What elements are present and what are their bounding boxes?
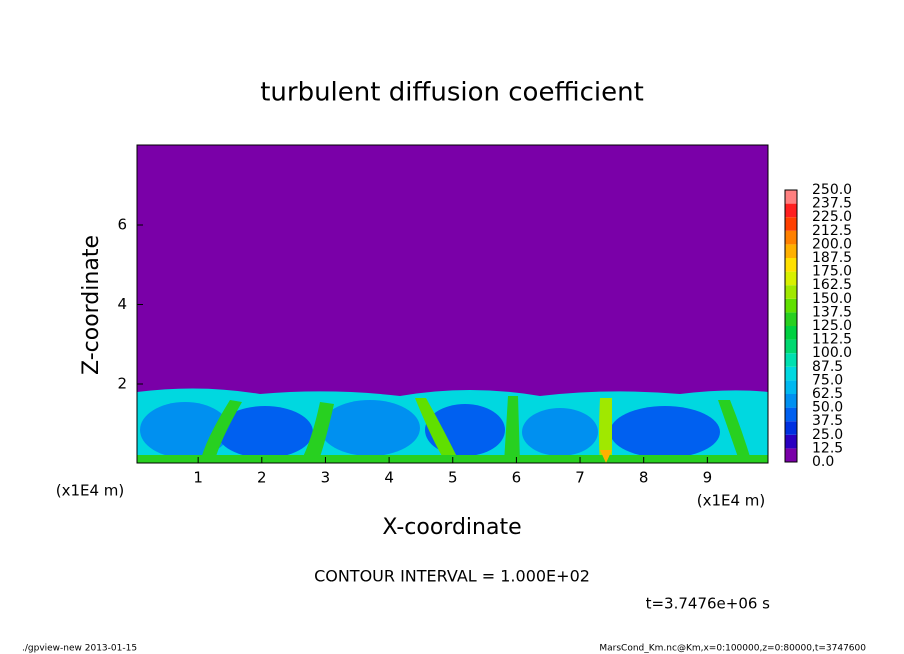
field-cell (217, 406, 313, 458)
colorbar-segment (785, 271, 797, 286)
colorbar-segment (785, 421, 797, 435)
y-tick-label: 2 (117, 375, 127, 393)
colorbar-label: 75.0 (812, 372, 843, 388)
colorbar-frame (784, 189, 798, 463)
colorbar-label: 87.5 (812, 359, 843, 375)
field-layer (137, 388, 768, 463)
colorbar-segment (785, 312, 797, 326)
colorbar-segment (785, 217, 797, 231)
colorbar-label: 237.5 (812, 196, 852, 212)
field-cell (522, 408, 598, 456)
field-plume (200, 400, 242, 463)
colorbar-segment (785, 230, 797, 245)
footer-right: MarsCond_Km.nc@Km,x=0:100000,z=0:80000,t… (599, 644, 866, 654)
field-cell (320, 400, 420, 456)
colorbar-label: 62.5 (812, 386, 843, 402)
colorbar-label: 150.0 (812, 291, 852, 307)
colorbar-segment (785, 394, 797, 408)
x-tick-label: 8 (639, 469, 649, 487)
colorbar-segment (785, 380, 797, 394)
x-tick-label: 2 (257, 469, 267, 487)
colorbar-label: 212.5 (812, 223, 852, 239)
colorbar-segment (785, 407, 797, 422)
colorbar-segment (785, 339, 797, 354)
x-unit-label-right: (x1E4 m) (697, 492, 766, 510)
time-label: t=3.7476e+06 s (646, 595, 771, 613)
y-tick-label: 4 (117, 295, 127, 313)
x-axis-label: X-coordinate (382, 515, 521, 540)
x-tick-label: 6 (512, 469, 522, 487)
colorbar-label: 137.5 (812, 304, 852, 320)
x-tick-label: 9 (703, 469, 713, 487)
colorbar-segment (785, 244, 797, 258)
field-plume (599, 398, 612, 463)
x-unit-label: (x1E4 m) (56, 482, 125, 500)
footer-left: ./gpview-new 2013-01-15 (22, 644, 137, 654)
field-plume (504, 396, 520, 463)
colorbar-label: 112.5 (812, 332, 852, 348)
colorbar-label: 225.0 (812, 209, 852, 225)
colorbar-label: 50.0 (812, 400, 843, 416)
colorbar-segment (785, 326, 797, 340)
x-tick-label: 5 (448, 469, 458, 487)
colorbar-label: 37.5 (812, 413, 843, 429)
colorbar-label: 250.0 (812, 182, 852, 198)
y-axis-label: Z-coordinate (79, 235, 104, 375)
y-tick-label: 6 (117, 216, 127, 234)
x-tick-label: 4 (384, 469, 394, 487)
colorbar-segment (785, 366, 797, 381)
colorbar-label: 25.0 (812, 427, 843, 443)
colorbar-segment (785, 298, 797, 313)
x-tick-label: 7 (575, 469, 585, 487)
contour-interval: CONTOUR INTERVAL = 1.000E+02 (314, 567, 590, 586)
colorbar-segment (785, 434, 797, 449)
colorbar-label: 187.5 (812, 250, 852, 266)
colorbar-segment (785, 353, 797, 367)
x-tick-label: 3 (321, 469, 331, 487)
colorbar-label: 125.0 (812, 318, 852, 334)
field-plume (300, 402, 334, 463)
field-cell (610, 406, 720, 458)
colorbar-label: 100.0 (812, 345, 852, 361)
colorbar-segment (785, 203, 797, 218)
chart-title: turbulent diffusion coefficient (260, 78, 644, 108)
colorbar-label: 0.0 (812, 454, 834, 470)
colorbar-label: 175.0 (812, 264, 852, 280)
colorbar-segment (785, 258, 797, 272)
field-plume (415, 398, 460, 463)
field-plume (718, 400, 752, 463)
colorbar-label: 12.5 (812, 440, 843, 456)
field-hotspot (600, 450, 612, 463)
colorbar-segment (785, 285, 797, 299)
colorbar-label: 162.5 (812, 277, 852, 293)
x-tick-label: 1 (193, 469, 203, 487)
colorbar-segment (785, 190, 797, 204)
colorbar-segment (785, 448, 797, 462)
colorbar-label: 200.0 (812, 236, 852, 252)
